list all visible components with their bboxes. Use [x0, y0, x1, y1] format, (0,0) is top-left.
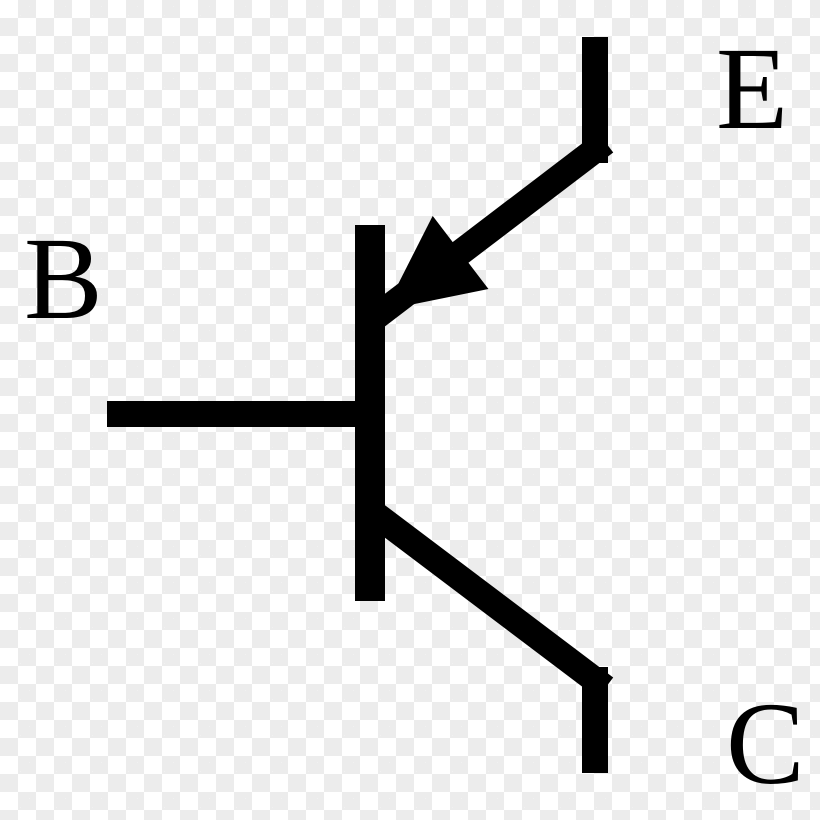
base-terminal-label: B [24, 220, 103, 338]
base-bar [355, 225, 385, 601]
emitter-terminal-label: E [716, 30, 788, 148]
pnp-transistor-symbol [0, 0, 820, 820]
collector-terminal-label: C [726, 685, 805, 803]
